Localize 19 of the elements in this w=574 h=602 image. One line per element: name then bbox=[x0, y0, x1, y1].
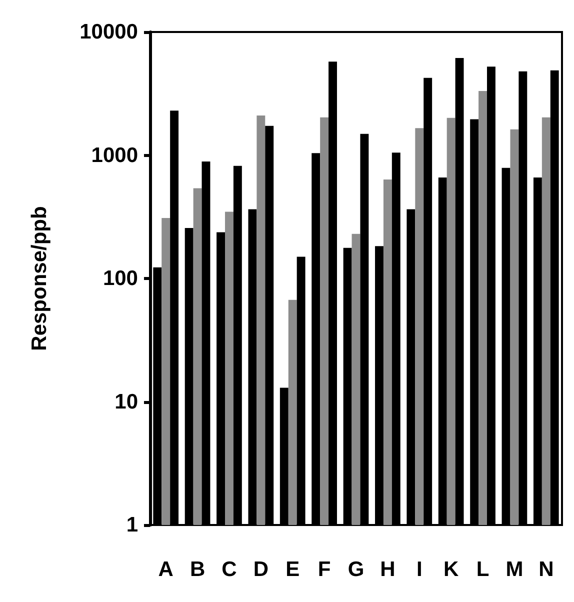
x-tick-label: H bbox=[380, 558, 396, 581]
x-tick-label: K bbox=[443, 558, 459, 581]
x-tick-label: G bbox=[348, 558, 364, 581]
y-tick-label: 1000 bbox=[91, 144, 138, 167]
x-tick-label: M bbox=[506, 558, 524, 581]
y-tick-label: 10 bbox=[114, 390, 138, 414]
y-tick-label: 10000 bbox=[80, 20, 138, 44]
x-tick-label: B bbox=[190, 558, 206, 581]
x-tick-label: D bbox=[253, 558, 269, 581]
x-tick-label: A bbox=[158, 558, 174, 581]
x-tick-label: I bbox=[416, 558, 422, 581]
x-tick-label: F bbox=[318, 558, 331, 581]
x-tick-label: C bbox=[222, 558, 237, 581]
x-tick-label: N bbox=[538, 558, 554, 581]
y-axis-title: Response/ppb bbox=[28, 206, 51, 351]
y-tick-label: 1 bbox=[126, 514, 138, 536]
y-tick-label: 100 bbox=[102, 267, 138, 290]
x-tick-label: E bbox=[286, 558, 300, 581]
x-tick-label: L bbox=[476, 558, 490, 581]
